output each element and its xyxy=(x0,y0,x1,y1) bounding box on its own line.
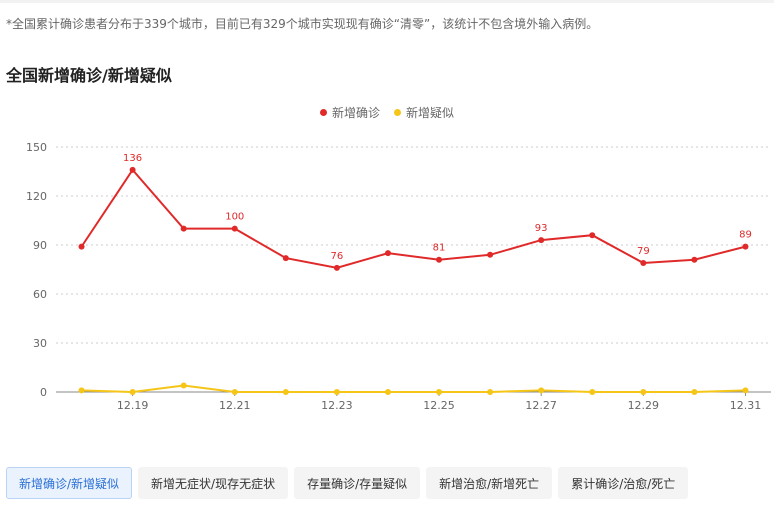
x-tick-label: 12.19 xyxy=(117,399,149,412)
data-point-confirmed xyxy=(282,255,289,262)
data-point-suspected xyxy=(538,387,545,394)
top-divider xyxy=(0,0,774,3)
y-tick-label: 60 xyxy=(33,288,47,301)
data-point-suspected xyxy=(691,389,698,395)
data-point-suspected xyxy=(78,387,85,394)
data-point-suspected xyxy=(333,389,340,395)
statistics-note: *全国累计确诊患者分布于339个城市，目前已有329个城市实现现有确诊“清零”，… xyxy=(6,17,599,31)
legend-item-confirmed[interactable]: 新增确诊 xyxy=(319,104,380,121)
y-tick-label: 0 xyxy=(40,386,47,399)
data-point-confirmed xyxy=(436,256,443,263)
x-tick-label: 12.29 xyxy=(628,399,660,412)
data-point-confirmed xyxy=(487,251,494,258)
series-line-confirmed xyxy=(80,168,746,269)
chart-title: 全国新增确诊/新增疑似 xyxy=(6,66,172,85)
y-tick-label: 90 xyxy=(33,239,47,252)
chart-tabs: 新增确诊/新增疑似 新增无症状/现存无症状 存量确诊/存量疑似 新增治愈/新增死… xyxy=(6,467,689,499)
x-tick-label: 12.27 xyxy=(525,399,557,412)
data-point-suspected xyxy=(436,389,443,395)
tab-new-cured-deaths[interactable]: 新增治愈/新增死亡 xyxy=(426,467,553,499)
data-point-confirmed xyxy=(180,225,187,232)
data-point-confirmed xyxy=(78,243,85,250)
data-point-suspected xyxy=(384,389,391,395)
y-tick-label: 30 xyxy=(33,337,47,350)
data-point-confirmed xyxy=(129,166,136,173)
tab-new-asymptomatic[interactable]: 新增无症状/现存无症状 xyxy=(138,467,289,499)
data-point-confirmed xyxy=(691,256,698,263)
x-tick-label: 12.31 xyxy=(730,399,762,412)
series-line-suspected xyxy=(81,384,746,394)
legend-dot-confirmed xyxy=(319,109,327,116)
legend-item-suspected[interactable]: 新增疑似 xyxy=(394,104,454,121)
data-point-suspected xyxy=(640,389,647,395)
data-point-suspected xyxy=(231,389,238,395)
data-point-confirmed xyxy=(384,250,391,257)
x-tick-label: 12.25 xyxy=(423,399,455,412)
data-point-suspected xyxy=(487,389,494,395)
data-label-confirmed: 93 xyxy=(535,223,548,234)
tab-new-confirmed-suspected[interactable]: 新增确诊/新增疑似 xyxy=(6,467,133,499)
data-point-confirmed xyxy=(231,225,238,232)
chart-legend: 新增确诊 新增疑似 xyxy=(0,104,774,121)
data-point-confirmed xyxy=(333,264,340,271)
legend-label-confirmed: 新增确诊 xyxy=(331,106,380,120)
x-tick-label: 12.23 xyxy=(321,399,353,412)
x-tick-label: 12.21 xyxy=(219,399,251,412)
data-label-confirmed: 136 xyxy=(123,153,142,164)
data-label-confirmed: 76 xyxy=(331,251,344,262)
data-point-suspected xyxy=(742,387,749,394)
data-label-confirmed: 81 xyxy=(433,243,446,254)
legend-label-suspected: 新增疑似 xyxy=(406,106,455,120)
data-label-confirmed: 89 xyxy=(739,230,752,241)
y-tick-label: 150 xyxy=(26,141,47,154)
legend-dot-suspected xyxy=(394,109,401,116)
y-tick-label: 120 xyxy=(26,190,47,203)
data-point-confirmed xyxy=(589,232,596,239)
data-point-suspected xyxy=(129,389,136,395)
data-point-confirmed xyxy=(742,243,749,250)
tab-cumulative[interactable]: 累计确诊/治愈/死亡 xyxy=(558,467,689,499)
tab-existing-confirmed-suspected[interactable]: 存量确诊/存量疑似 xyxy=(294,467,421,499)
data-point-suspected xyxy=(282,389,289,395)
data-point-confirmed xyxy=(640,259,647,266)
data-point-suspected xyxy=(589,389,596,395)
line-chart: 0 30 60 90 120 150 12.19 12.21 12.23 12.25 12.27 12… xyxy=(26,141,771,412)
data-point-confirmed xyxy=(538,237,545,244)
data-point-suspected xyxy=(180,382,187,389)
data-label-confirmed: 79 xyxy=(637,246,650,257)
data-label-confirmed: 100 xyxy=(225,212,244,223)
